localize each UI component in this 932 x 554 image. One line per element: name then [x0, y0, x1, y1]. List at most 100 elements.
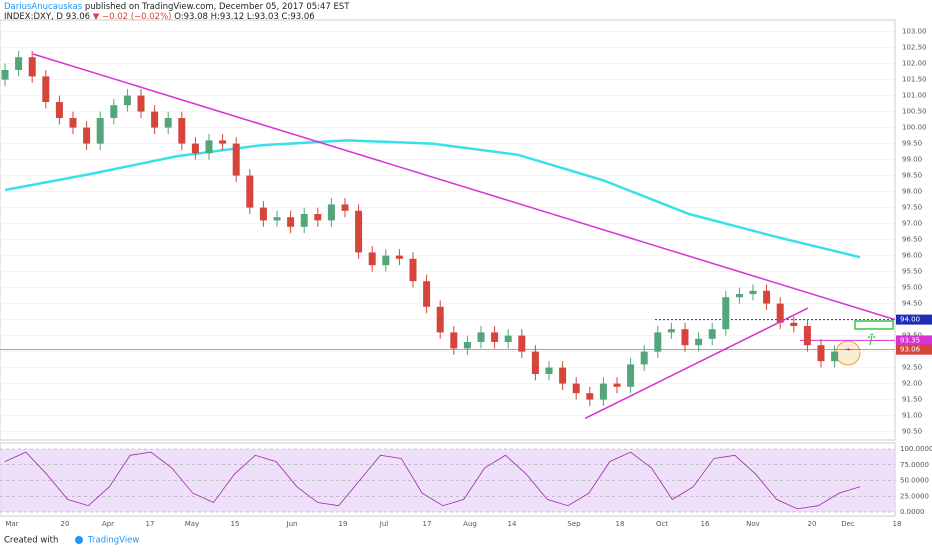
candle-body — [69, 118, 77, 128]
candle-body — [518, 335, 526, 352]
candle-body — [627, 364, 635, 387]
candle-body — [831, 351, 839, 362]
y-tick-label: 96.00 — [902, 252, 922, 260]
candle-body — [246, 175, 254, 208]
candle-body — [477, 332, 485, 342]
candle-body — [545, 367, 553, 374]
candle-body — [273, 217, 281, 221]
candle-body — [1, 70, 9, 80]
candle-body — [164, 118, 172, 128]
osc-tick-label: 50.0000 — [900, 477, 929, 485]
osc-tick-label: 0.0000 — [900, 508, 925, 516]
candle-body — [300, 214, 308, 227]
x-tick-label: 15 — [231, 520, 240, 528]
y-tick-label: 97.50 — [902, 204, 922, 212]
price-label-box — [896, 314, 932, 325]
y-tick-label: 91.50 — [902, 396, 922, 404]
candle-body — [817, 345, 825, 362]
candle-body — [42, 76, 50, 102]
x-tick-label: 17 — [146, 520, 155, 528]
target-box — [854, 320, 894, 330]
candle-body — [722, 297, 730, 330]
y-tick-label: 99.00 — [902, 156, 922, 164]
candle-body — [382, 255, 390, 266]
candle-body — [423, 281, 431, 307]
candle-body — [355, 210, 363, 253]
price-label: 94.00 — [900, 316, 920, 324]
y-tick-label: 99.50 — [902, 140, 922, 148]
osc-tick-label: 75.0000 — [900, 461, 929, 469]
header-line: DariusAnucauskas published on TradingVie… — [4, 2, 350, 12]
candle-body — [559, 367, 567, 384]
y-tick-label: 95.00 — [902, 284, 922, 292]
candle-body — [667, 329, 675, 333]
y-tick-label: 95.50 — [902, 268, 922, 276]
y-tick-label: 91.00 — [902, 412, 922, 420]
candle-body — [15, 57, 23, 70]
candle-body — [341, 204, 349, 211]
x-tick-label: Apr — [102, 520, 114, 528]
x-tick-label: 14 — [508, 520, 517, 528]
x-tick-label: Jun — [286, 520, 298, 528]
logo — [75, 536, 83, 544]
candle-body — [654, 332, 662, 352]
x-tick-label: Nov — [746, 520, 760, 528]
y-tick-label: 92.00 — [902, 380, 922, 388]
y-tick-label: 97.00 — [902, 220, 922, 228]
candle-body — [749, 290, 757, 294]
candle-body — [436, 306, 444, 333]
candle-body — [55, 102, 63, 118]
y-tick-label: 96.50 — [902, 236, 922, 244]
price-label: 93.35 — [900, 336, 920, 344]
candle-body — [491, 332, 499, 342]
candle-body — [110, 105, 118, 118]
osc-tick-label: 100.0000 — [900, 445, 932, 453]
candle-body — [178, 118, 186, 144]
candle-body — [695, 338, 703, 346]
candle-body — [681, 329, 689, 346]
price-label: 93.06 — [900, 346, 921, 354]
x-tick-label: 19 — [339, 520, 348, 528]
candle-body — [259, 207, 267, 221]
author: DariusAnucauskas — [4, 2, 83, 12]
footer-created: Created with — [4, 536, 58, 546]
candle-body — [763, 290, 771, 304]
x-tick-label: 20 — [808, 520, 817, 528]
x-tick-label: May — [185, 520, 199, 528]
price-pane — [0, 19, 896, 441]
highlight-circle — [835, 340, 861, 366]
candle-body — [735, 294, 743, 298]
x-tick-label: Mar — [5, 520, 18, 528]
y-tick-label: 100.50 — [902, 108, 927, 116]
candle-body — [191, 143, 199, 154]
candle-body — [640, 351, 648, 365]
candle-body — [205, 140, 213, 154]
y-tick-label: 101.00 — [902, 92, 927, 100]
x-tick-label: 18 — [893, 520, 902, 528]
moving-average — [4, 139, 861, 259]
oscillator-line — [4, 451, 861, 510]
candle-body — [776, 303, 784, 323]
published: published on TradingView.com, December 0… — [85, 2, 350, 12]
candle-body — [450, 332, 458, 349]
y-tick-label: 92.50 — [902, 364, 922, 372]
y-tick-label: 101.50 — [902, 76, 927, 84]
trendline — [32, 53, 896, 321]
footer-brand[interactable]: TradingView — [87, 536, 139, 546]
candle-body — [96, 118, 104, 144]
candle-body — [613, 383, 621, 387]
symbol: INDEX:DXY, D — [4, 12, 63, 22]
candle-body — [586, 393, 594, 400]
candle-body — [790, 322, 798, 326]
x-tick-label: 16 — [701, 520, 710, 528]
candle-body — [137, 95, 145, 112]
price-label-box — [896, 344, 932, 355]
y-tick-label: 98.00 — [902, 188, 922, 196]
x-tick-label: 20 — [61, 520, 70, 528]
candle-body — [409, 258, 417, 282]
candle-body — [599, 383, 607, 400]
candle-body — [463, 342, 471, 349]
x-tick-label: 18 — [616, 520, 625, 528]
